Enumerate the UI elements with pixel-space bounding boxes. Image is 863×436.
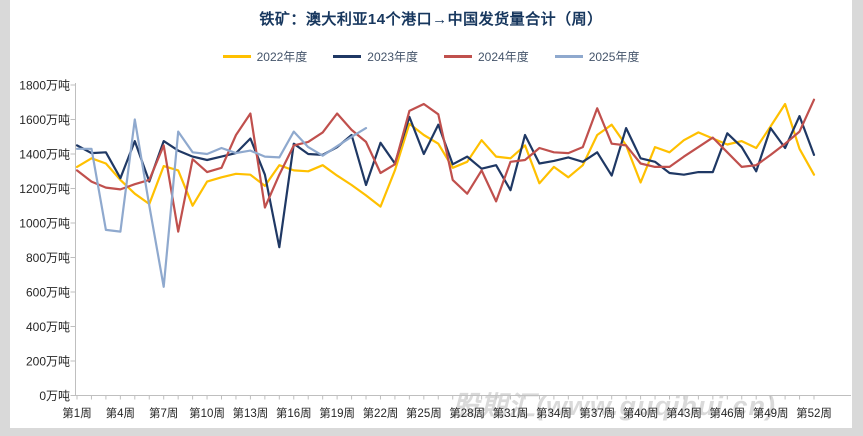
x-axis-label: 第19周 — [319, 406, 355, 420]
legend-item-2023年度: 2023年度 — [333, 48, 418, 65]
x-axis-label: 第16周 — [276, 406, 312, 420]
y-axis-label: 800万吨 — [26, 251, 70, 265]
legend-item-2025年度: 2025年度 — [554, 48, 640, 65]
y-axis-label: 200万吨 — [26, 355, 70, 369]
x-axis-label: 第31周 — [493, 406, 529, 420]
y-axis-label: 1400万吨 — [19, 148, 70, 162]
window-edge-right — [852, 0, 863, 436]
window-edge-bottom — [0, 428, 863, 436]
legend-swatch-icon — [444, 55, 472, 58]
x-axis-label: 第40周 — [623, 406, 659, 420]
y-axis-label: 1200万吨 — [19, 182, 70, 196]
x-axis-label: 第43周 — [666, 406, 702, 420]
legend-label: 2023年度 — [367, 50, 418, 64]
x-axis-label: 第10周 — [189, 406, 225, 420]
legend-swatch-icon — [333, 55, 362, 58]
x-axis-label: 第13周 — [233, 406, 269, 420]
legend-swatch-icon — [222, 55, 251, 58]
series-line-2022年度 — [75, 102, 816, 208]
x-axis-label: 第25周 — [406, 406, 442, 420]
y-axis-label: 1000万吨 — [19, 217, 70, 231]
y-axis-label: 400万吨 — [26, 320, 70, 334]
legend-label: 2025年度 — [588, 50, 640, 64]
window-edge-left — [0, 0, 10, 436]
x-axis-label: 第52周 — [796, 406, 832, 420]
series-line-2025年度 — [75, 118, 368, 288]
x-axis-label: 第28周 — [449, 406, 485, 420]
chart-title: 铁矿：澳大利亚14个港口→中国发货量合计（周） — [259, 11, 603, 28]
series-line-2024年度 — [75, 98, 816, 233]
x-axis-label: 第4周 — [106, 406, 135, 420]
legend-swatch-icon — [554, 55, 583, 58]
y-axis-label: 600万吨 — [26, 286, 70, 300]
x-axis-label: 第46周 — [709, 406, 745, 420]
legend-label: 2022年度 — [256, 50, 308, 64]
x-axis-label: 第22周 — [363, 406, 399, 420]
x-axis-label: 第1周 — [62, 406, 91, 420]
legend-label: 2024年度 — [478, 50, 529, 64]
chart-legend: 2022年度 2023年度 2024年度 2025年度 — [10, 48, 852, 65]
legend-item-2024年度: 2024年度 — [444, 48, 529, 65]
legend-item-2022年度: 2022年度 — [222, 48, 308, 65]
y-axis-label: 1600万吨 — [19, 113, 70, 127]
y-axis-label: 1800万吨 — [19, 79, 70, 93]
x-axis-label: 第34周 — [536, 406, 572, 420]
y-axis-label: 0万吨 — [39, 389, 70, 403]
x-axis-label: 第7周 — [149, 406, 178, 420]
x-axis-label: 第49周 — [753, 406, 789, 420]
x-axis-label: 第37周 — [579, 406, 615, 420]
